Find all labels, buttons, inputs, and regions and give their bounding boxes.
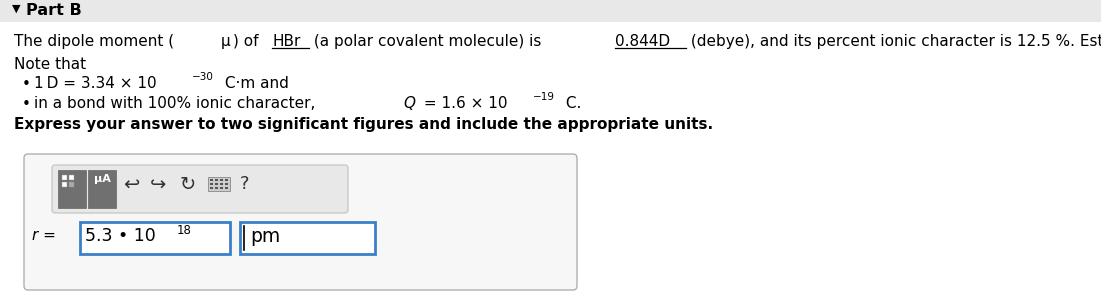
Text: −19: −19 [533,92,555,103]
Bar [80,222,230,254]
Text: •: • [22,97,31,112]
Text: 1 D = 3.34 × 10: 1 D = 3.34 × 10 [34,76,156,91]
Text: in a bond with 100% ionic character,: in a bond with 100% ionic character, [34,96,320,111]
Text: ↪: ↪ [150,175,166,194]
Text: •: • [22,77,31,92]
Bar [240,222,375,254]
Bar [225,183,228,185]
Text: (debye), and its percent ionic character is 12.5 %. Estimate the bond length of : (debye), and its percent ionic character… [686,34,1101,49]
Bar [210,187,212,189]
Bar [220,179,224,181]
FancyBboxPatch shape [58,170,86,208]
Bar [69,175,74,180]
Text: ) of: ) of [233,34,263,49]
Text: μA: μA [94,174,110,184]
Text: C.: C. [562,96,581,111]
Bar [220,187,224,189]
Text: pm: pm [250,227,281,246]
FancyBboxPatch shape [88,170,116,208]
Bar [69,182,74,187]
Bar [215,187,218,189]
Bar [215,179,218,181]
FancyBboxPatch shape [24,154,577,290]
Text: C·m and: C·m and [220,76,290,91]
Bar [225,187,228,189]
Bar [62,182,67,187]
Text: (a polar covalent molecule) is: (a polar covalent molecule) is [309,34,546,49]
Bar [220,183,224,185]
Bar [62,175,67,180]
Text: The dipole moment (: The dipole moment ( [14,34,174,49]
Text: Note that: Note that [14,57,86,72]
Bar [210,183,212,185]
Text: −30: −30 [193,72,214,83]
Text: 5.3 • 10: 5.3 • 10 [85,227,155,245]
Text: HBr: HBr [272,34,301,49]
Text: ↩: ↩ [123,175,140,194]
Text: μ: μ [220,34,230,49]
Text: Express your answer to two significant figures and include the appropriate units: Express your answer to two significant f… [14,117,713,132]
Text: ?: ? [240,175,250,193]
Text: ▼: ▼ [12,4,21,14]
Text: r =: r = [32,228,56,243]
FancyBboxPatch shape [52,165,348,213]
Text: 0.844D: 0.844D [615,34,671,49]
Text: Part B: Part B [26,3,81,18]
Text: ↻: ↻ [179,175,196,194]
Bar [208,177,230,191]
Bar [225,179,228,181]
Text: = 1.6 × 10: = 1.6 × 10 [418,96,508,111]
Text: Q: Q [403,96,415,111]
Bar [215,183,218,185]
Bar [0,0,1101,22]
Text: 18: 18 [176,224,192,237]
Bar [210,179,212,181]
